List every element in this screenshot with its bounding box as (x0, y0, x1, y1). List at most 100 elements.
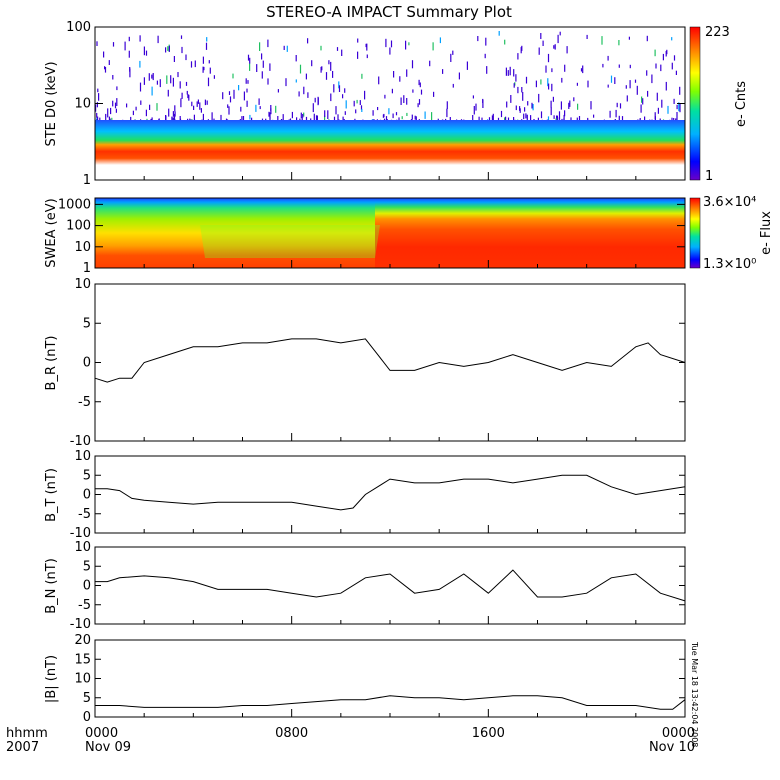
ste-speckle (586, 34, 588, 39)
ste-speckle (227, 104, 229, 108)
ste-speckle (172, 77, 174, 87)
swea-y-tick-label: 1000 (58, 197, 91, 212)
ste-speckle (673, 98, 675, 104)
ste-speckle (303, 86, 305, 95)
ste-speckle (261, 53, 263, 60)
ste-speckle (540, 79, 542, 85)
ste-speckle (104, 67, 107, 73)
ste-panel: 1 10 100 STE D0 (keV) 223 1 e- Cnts (44, 20, 749, 188)
ste-speckle (504, 39, 506, 45)
ste-speckle (344, 88, 346, 93)
ste-speckle (256, 64, 258, 72)
ste-speckle (679, 104, 681, 113)
ste-speckle (305, 116, 308, 123)
ste-speckle (179, 81, 181, 89)
ste-speckle (580, 68, 583, 72)
ste-speckle (132, 110, 134, 116)
ste-speckle (259, 106, 261, 110)
ste-speckle (261, 71, 263, 79)
ste-speckle (406, 69, 408, 77)
ste-speckle (291, 111, 293, 119)
br-y-tick-label: 0 (83, 356, 91, 371)
ste-speckle (651, 74, 653, 84)
ste-speckle (128, 50, 130, 58)
ste-speckle (548, 83, 550, 90)
ste-speckle (661, 99, 663, 108)
ste-speckle (676, 112, 678, 121)
ste-speckle (646, 35, 648, 42)
bt-y-ticks: -10 -5 0 5 10 (70, 449, 685, 541)
ste-speckle (666, 49, 668, 55)
ste-speckle (165, 115, 167, 124)
ste-speckle (167, 46, 169, 51)
ste-speckle (590, 101, 592, 110)
ste-speckle (573, 97, 575, 102)
ste-speckle (180, 98, 182, 108)
ste-speckle (514, 82, 516, 86)
ste-speckle (181, 46, 183, 54)
ste-speckle (621, 116, 624, 122)
ste-speckle (372, 110, 374, 116)
ste-speckle (307, 38, 309, 44)
ste-speckle (618, 115, 620, 122)
ste-speckle (431, 112, 433, 122)
swea-left-region (95, 198, 375, 268)
ste-speckle (675, 70, 677, 75)
ste-speckle (240, 106, 242, 112)
swea-green-intrusion (200, 225, 380, 258)
br-y-label: B_R (nT) (44, 336, 59, 391)
ste-speckle (245, 78, 247, 84)
ste-speckle (466, 61, 468, 70)
ste-speckle (391, 88, 393, 94)
ste-speckle (285, 78, 287, 87)
ste-speckle (115, 108, 117, 113)
bmag-y-tick-label: 5 (83, 691, 91, 706)
ste-speckle (484, 53, 486, 59)
ste-speckle (249, 114, 251, 120)
ste-speckle (628, 36, 630, 40)
ste-speckle (242, 116, 245, 120)
ste-speckle (325, 72, 328, 80)
ste-speckle (360, 105, 363, 110)
ste-speckle (269, 112, 271, 119)
bt-y-label: B_T (nT) (44, 468, 59, 522)
ste-speckle (576, 82, 578, 86)
ste-speckle (168, 45, 170, 52)
bn-y-label: B_N (nT) (44, 558, 59, 614)
bn-y-tick-label: 0 (83, 579, 91, 594)
x-tick-time: 0000 (662, 726, 695, 741)
ste-speckle (551, 68, 553, 73)
ste-speckle (330, 93, 332, 102)
br-y-tick-label: -5 (78, 395, 91, 410)
ste-speckle (243, 91, 245, 101)
ste-speckle (547, 78, 549, 87)
ste-speckle (116, 86, 118, 91)
ste-speckle (104, 66, 106, 70)
ste-speckle (472, 115, 474, 121)
ste-speckle (220, 114, 222, 124)
ste-speckle (299, 64, 302, 74)
ste-speckle (303, 112, 305, 117)
ste-speckle (403, 95, 405, 103)
ste-y-tick-label: 100 (66, 20, 91, 35)
ste-speckle (532, 104, 534, 111)
ste-speckle (517, 53, 519, 60)
ste-speckle (361, 73, 363, 79)
ste-speckle (255, 104, 257, 112)
ste-speckle (270, 105, 272, 112)
ste-speckle (190, 61, 193, 68)
ste-speckle (537, 117, 539, 122)
ste-speckle (156, 103, 158, 111)
ste-speckle (355, 109, 357, 114)
ste-speckle (324, 110, 326, 117)
ste-speckle (614, 77, 616, 84)
ste-speckle (442, 69, 444, 74)
ste-speckle (665, 81, 667, 91)
ste-speckle (531, 102, 533, 109)
ste-speckle (673, 55, 676, 61)
swea-y-label: SWEA (eV) (44, 198, 59, 267)
ste-speckle (197, 99, 199, 104)
swea-y-tick-label: 1 (83, 261, 91, 276)
ste-speckle (96, 112, 98, 118)
